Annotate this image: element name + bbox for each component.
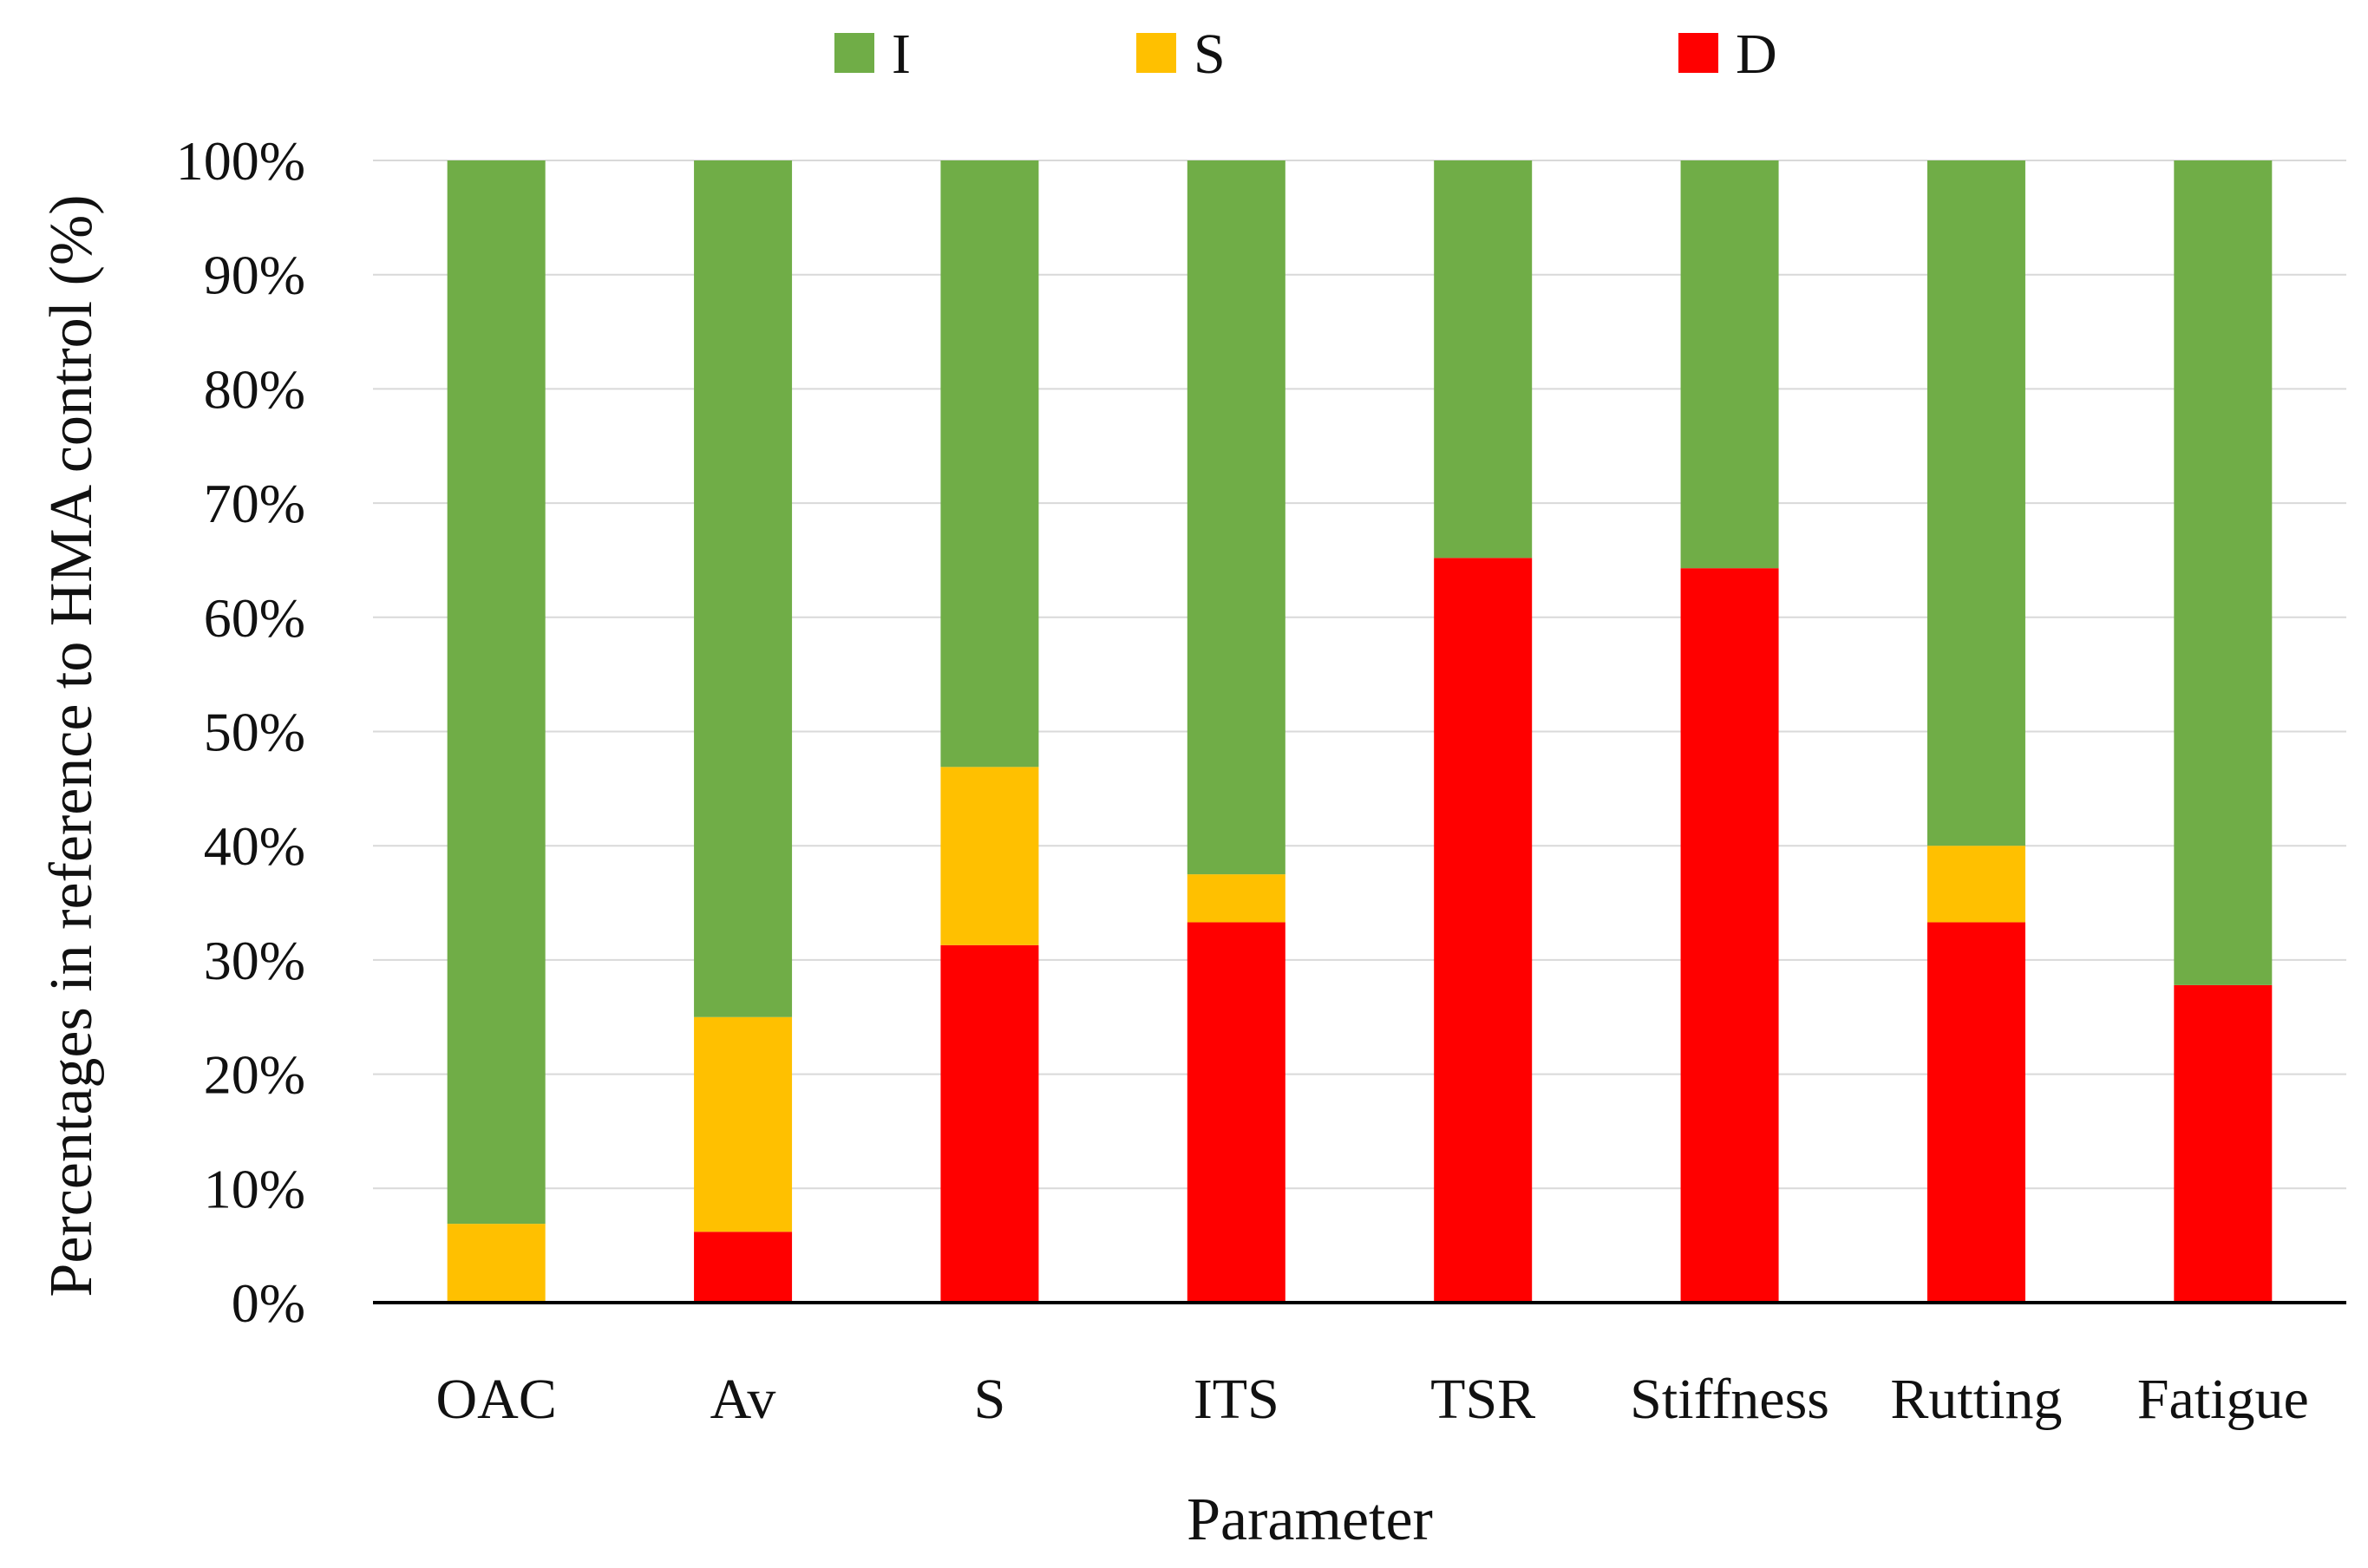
x-axis-title: Parameter [1187, 1486, 1433, 1553]
bar-s-rutting [1926, 846, 2025, 923]
bar-s-oac [447, 1224, 546, 1303]
bar-s-av [694, 1016, 793, 1232]
x-tick-label: OAC [436, 1368, 557, 1431]
y-tick-label: 90% [204, 245, 305, 306]
bar-d-stiffness [1680, 568, 1779, 1303]
y-tick-label: 80% [204, 358, 305, 420]
bar-d-rutting [1926, 922, 2025, 1303]
x-tick-label: S [974, 1368, 1006, 1431]
bars [447, 160, 2273, 1303]
legend-label-d: D [1736, 23, 1777, 86]
y-tick-label: 40% [204, 815, 305, 877]
bar-s-its [1187, 874, 1285, 923]
y-axis-title: Percentages in reference to HMA control … [38, 194, 105, 1297]
y-tick-label: 50% [204, 702, 305, 763]
y-tick-label: 60% [204, 587, 305, 649]
bar-d-fatigue [2174, 984, 2273, 1303]
x-tick-label: Rutting [1890, 1368, 2062, 1431]
bar-i-stiffness [1680, 160, 1779, 569]
legend-swatch-s [1136, 33, 1176, 73]
legend-label-s: S [1194, 23, 1226, 86]
legend-swatch-i [834, 33, 874, 73]
x-tick-label: Av [710, 1368, 776, 1431]
bar-d-s [940, 944, 1039, 1303]
gridlines [373, 160, 2346, 1190]
bar-d-av [694, 1232, 793, 1303]
y-tick-label: 20% [204, 1044, 305, 1106]
y-tick-label: 100% [176, 130, 305, 192]
x-tick-label: ITS [1194, 1368, 1279, 1431]
bar-i-av [694, 160, 793, 1017]
legend-label-i: I [892, 23, 911, 86]
x-tick-label: Fatigue [2137, 1368, 2309, 1431]
bar-i-s [940, 160, 1039, 768]
bar-d-tsr [1434, 558, 1533, 1303]
bar-i-its [1187, 160, 1285, 875]
x-tick-label: TSR [1430, 1368, 1535, 1431]
x-axis-categories: OAC Av S ITS TSR Stiffness Rutting Fatigue [436, 1368, 2309, 1431]
y-axis-ticks: 0% 10% 20% 30% 40% 50% 60% 70% 80% 90% 100% [176, 130, 305, 1334]
bar-s-s [940, 767, 1039, 945]
bar-i-tsr [1434, 160, 1533, 559]
y-tick-label: 10% [204, 1158, 305, 1219]
bar-i-fatigue [2174, 160, 2273, 985]
y-tick-label: 30% [204, 930, 305, 991]
bar-i-oac [447, 160, 546, 1225]
y-tick-label: 70% [204, 473, 305, 534]
x-tick-label: Stiffness [1630, 1368, 1829, 1431]
bar-d-its [1187, 922, 1285, 1303]
y-tick-label: 0% [232, 1272, 305, 1334]
legend-swatch-d [1678, 33, 1718, 73]
bar-i-rutting [1926, 160, 2025, 846]
